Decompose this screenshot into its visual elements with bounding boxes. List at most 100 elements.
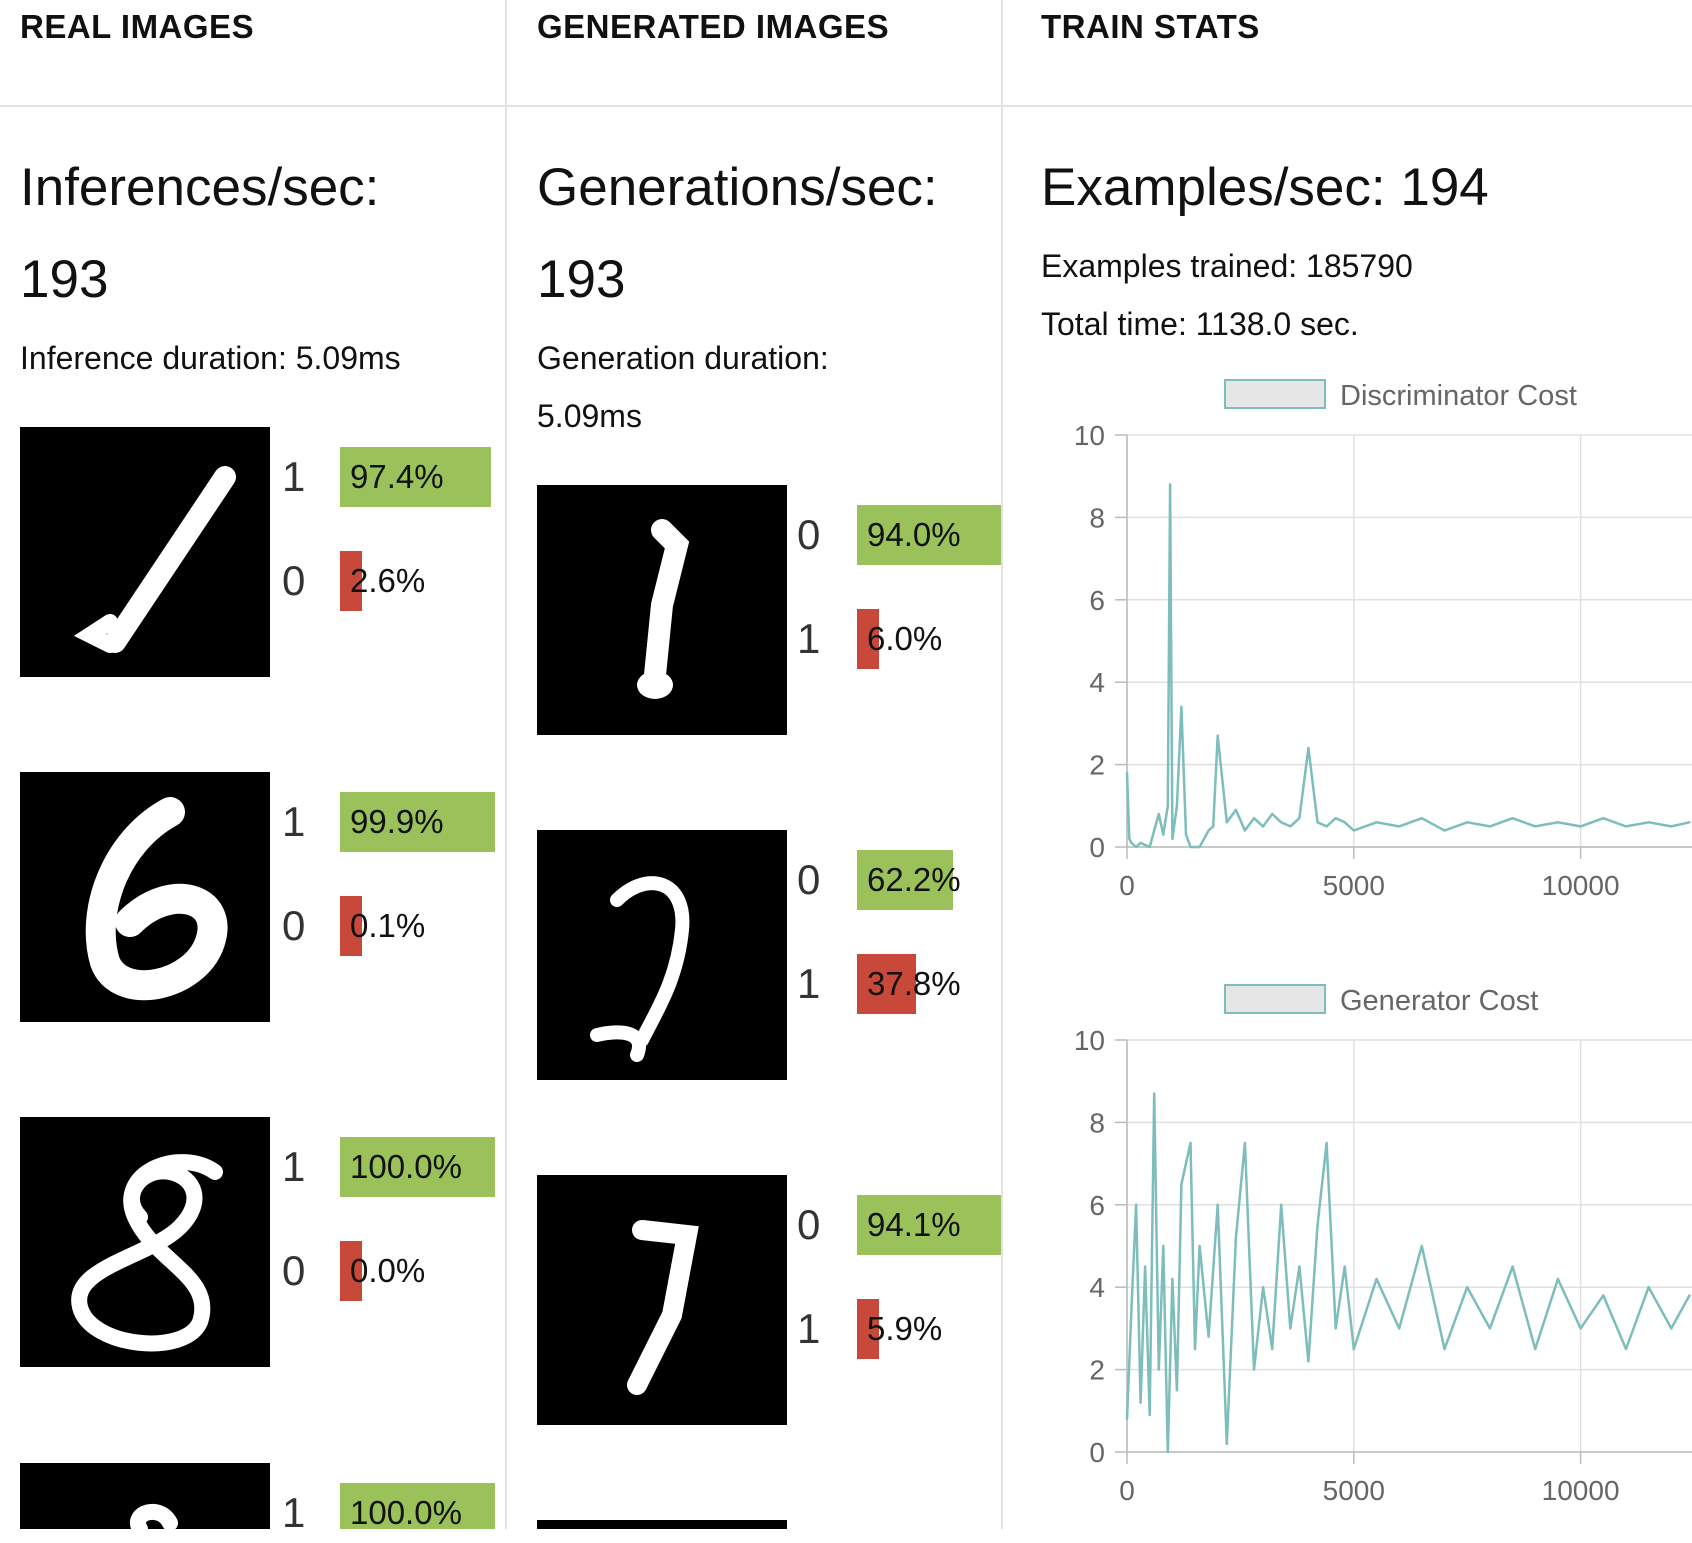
data-point bbox=[1180, 1183, 1183, 1186]
digit-partial-image bbox=[20, 1463, 270, 1529]
pred-label: 1 bbox=[797, 615, 821, 662]
x-tick-label: 5000 bbox=[1323, 870, 1385, 901]
pred-label: 1 bbox=[282, 1143, 306, 1190]
confidence-bar-fill bbox=[857, 505, 1003, 565]
generated-images-title: GENERATED IMAGES bbox=[537, 8, 890, 45]
confidence-bar-fill bbox=[340, 447, 491, 507]
confidence-bar: 0.0% bbox=[340, 1241, 495, 1301]
data-point bbox=[1316, 1224, 1319, 1227]
x-tick-label: 0 bbox=[1119, 1475, 1135, 1506]
data-point bbox=[1280, 821, 1283, 824]
confidence-bar: 5.9% bbox=[857, 1299, 1012, 1359]
generated-digit-3-image bbox=[537, 830, 787, 1080]
examples-per-sec: Examples/sec: 194 bbox=[1041, 158, 1489, 217]
confidence-value: 100.0% bbox=[350, 1494, 462, 1529]
legend-swatch[interactable] bbox=[1224, 984, 1326, 1014]
data-point bbox=[1316, 821, 1319, 824]
pred-label: 0 bbox=[282, 902, 306, 949]
data-point bbox=[1624, 1347, 1628, 1351]
data-point bbox=[1397, 1327, 1401, 1330]
confidence-value: 100.0% bbox=[350, 1148, 462, 1185]
pred-label: 0 bbox=[797, 1201, 821, 1248]
data-point bbox=[1162, 833, 1165, 836]
data-point bbox=[1397, 825, 1401, 828]
generated-digit-partial-image bbox=[537, 1520, 787, 1529]
legend-label[interactable]: Generator Cost bbox=[1340, 985, 1538, 1017]
examples-trained: Examples trained: 185790 bbox=[1041, 248, 1413, 284]
digit-6-image bbox=[20, 772, 270, 1022]
data-point bbox=[1148, 845, 1151, 849]
data-point bbox=[1443, 829, 1446, 832]
confidence-bar: 100.0% bbox=[340, 1137, 495, 1197]
data-point bbox=[1243, 829, 1247, 832]
confidence-bar-fill bbox=[340, 792, 495, 852]
x-tick-label: 10000 bbox=[1542, 1475, 1620, 1506]
data-point bbox=[1579, 1327, 1582, 1330]
data-point bbox=[1556, 821, 1560, 824]
generated-images-header: GENERATED IMAGES bbox=[507, 0, 1003, 107]
data-point bbox=[1207, 829, 1210, 832]
confidence-bar-fill bbox=[857, 850, 954, 910]
data-point bbox=[1624, 825, 1628, 828]
generated-digit-7-image bbox=[537, 1175, 787, 1425]
data-point bbox=[1647, 821, 1650, 824]
data-point bbox=[1298, 816, 1301, 820]
data-point bbox=[1307, 1360, 1310, 1363]
legend-swatch[interactable] bbox=[1224, 379, 1326, 409]
data-point bbox=[1125, 771, 1129, 775]
data-point bbox=[1198, 845, 1201, 849]
data-point bbox=[1325, 825, 1328, 828]
data-point bbox=[1157, 812, 1160, 816]
data-point bbox=[1166, 1450, 1170, 1454]
confidence-bar-fill bbox=[340, 551, 362, 611]
data-point bbox=[1130, 1306, 1133, 1309]
data-point bbox=[1325, 1141, 1328, 1145]
train-stats-title: TRAIN STATS bbox=[1041, 8, 1260, 45]
data-point bbox=[1289, 1327, 1292, 1330]
data-point bbox=[1175, 1389, 1179, 1392]
y-tick-label: 6 bbox=[1089, 585, 1105, 616]
confidence-bar: 94.1% bbox=[857, 1195, 1012, 1255]
pred-label: 0 bbox=[282, 557, 306, 604]
confidence-value: 94.0% bbox=[867, 516, 961, 553]
data-point bbox=[1375, 821, 1378, 824]
data-point bbox=[1216, 1203, 1219, 1206]
data-point bbox=[1670, 1327, 1673, 1330]
data-point bbox=[1488, 825, 1492, 828]
generations-rate-label: Generations/sec: bbox=[537, 158, 938, 217]
data-point bbox=[1688, 821, 1691, 824]
confidence-bar: 62.2% bbox=[857, 850, 1012, 910]
data-point bbox=[1134, 845, 1138, 849]
data-point bbox=[1466, 1286, 1469, 1289]
data-point bbox=[1171, 1277, 1174, 1281]
data-point bbox=[1130, 841, 1133, 845]
inferences-rate-label: Inferences/sec: bbox=[20, 158, 380, 217]
data-point bbox=[1234, 808, 1238, 812]
data-point bbox=[1602, 1294, 1605, 1297]
confidence-bar-fill bbox=[340, 1241, 362, 1301]
data-point bbox=[1184, 833, 1188, 836]
confidence-value: 2.6% bbox=[350, 562, 426, 599]
train-stats-header: TRAIN STATS bbox=[1003, 0, 1692, 107]
confidence-bar-fill bbox=[340, 1137, 495, 1197]
data-point bbox=[1175, 804, 1179, 807]
legend-label[interactable]: Discriminator Cost bbox=[1340, 380, 1577, 412]
data-point bbox=[1189, 1141, 1192, 1145]
confidence-value: 62.2% bbox=[867, 861, 961, 898]
y-tick-label: 4 bbox=[1089, 1272, 1105, 1303]
real-images-header: REAL IMAGES bbox=[0, 0, 505, 107]
data-point bbox=[1189, 845, 1192, 849]
pred-label: 1 bbox=[797, 1305, 821, 1352]
pred-label: 1 bbox=[282, 453, 306, 500]
confidence-bar-fill bbox=[857, 609, 879, 669]
confidence-bar: 37.8% bbox=[857, 954, 1012, 1014]
generations-rate-value: 193 bbox=[537, 250, 626, 309]
data-point bbox=[1143, 1265, 1147, 1268]
confidence-bar-fill bbox=[857, 954, 916, 1014]
x-tick-label: 0 bbox=[1119, 870, 1135, 901]
data-point bbox=[1352, 829, 1355, 832]
discriminator-cost-chart: Discriminator Cost 0 2 4 6 8 10 0 5000 10000 bbox=[1003, 370, 1692, 930]
data-point bbox=[1252, 1368, 1256, 1371]
confidence-bar-fill bbox=[340, 896, 362, 956]
confidence-bar: 0.1% bbox=[340, 896, 495, 956]
